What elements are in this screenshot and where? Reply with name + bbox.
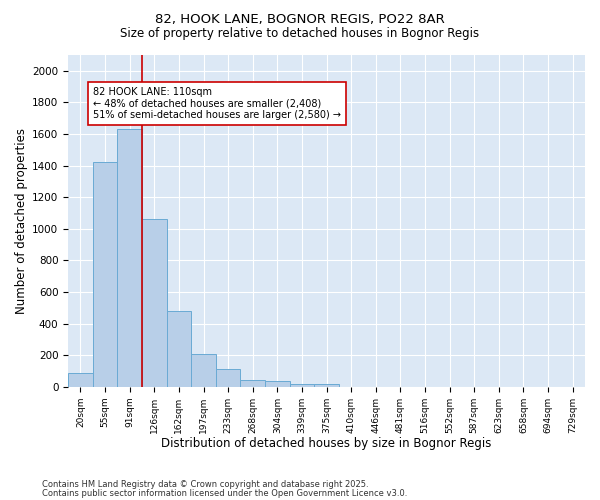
Bar [191,354,216,386]
Bar [216,370,241,386]
Text: Contains public sector information licensed under the Open Government Licence v3: Contains public sector information licen… [42,488,407,498]
Bar [314,384,339,386]
Bar [241,380,265,386]
X-axis label: Distribution of detached houses by size in Bognor Regis: Distribution of detached houses by size … [161,437,492,450]
Bar [265,381,290,386]
Bar [167,311,191,386]
Bar [290,384,314,386]
Text: Size of property relative to detached houses in Bognor Regis: Size of property relative to detached ho… [121,28,479,40]
Text: Contains HM Land Registry data © Crown copyright and database right 2025.: Contains HM Land Registry data © Crown c… [42,480,368,489]
Bar [142,220,167,386]
Text: 82, HOOK LANE, BOGNOR REGIS, PO22 8AR: 82, HOOK LANE, BOGNOR REGIS, PO22 8AR [155,12,445,26]
Y-axis label: Number of detached properties: Number of detached properties [15,128,28,314]
Bar [93,162,118,386]
Bar [118,129,142,386]
Text: 82 HOOK LANE: 110sqm
← 48% of detached houses are smaller (2,408)
51% of semi-de: 82 HOOK LANE: 110sqm ← 48% of detached h… [93,86,341,120]
Bar [68,372,93,386]
